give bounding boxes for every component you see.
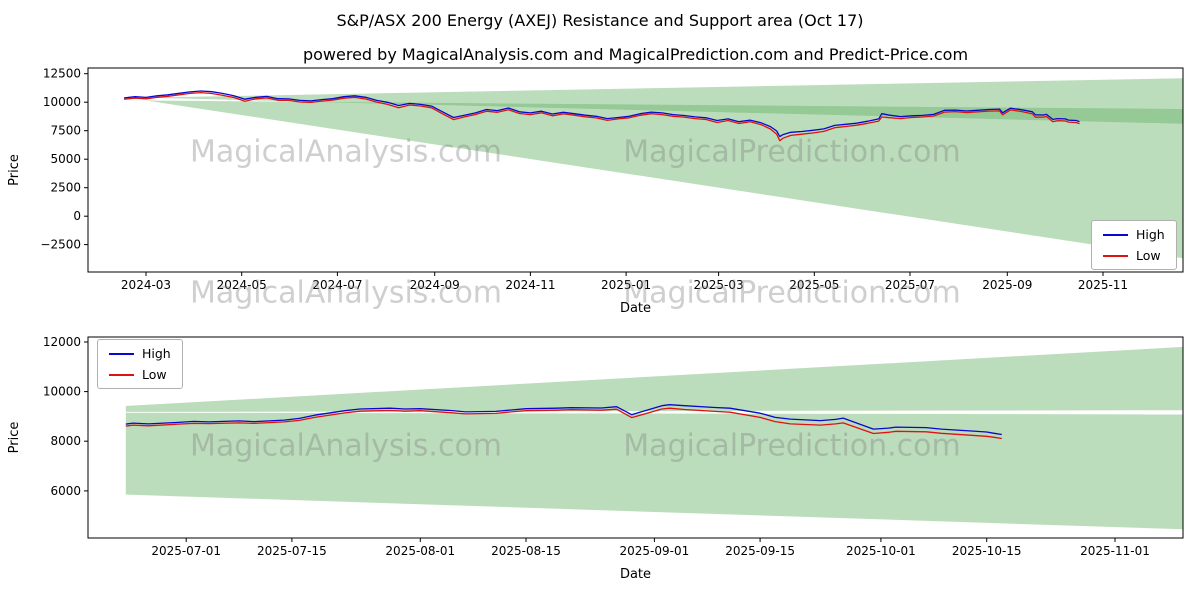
legend-entry-high: High	[1103, 227, 1165, 242]
x-tick-label: 2024-05	[217, 278, 267, 292]
x-tick-label: 2024-07	[312, 278, 362, 292]
x-tick-label: 2025-10-01	[846, 544, 916, 558]
legend-entry-high: High	[109, 346, 171, 361]
y-tick-label: 10000	[43, 385, 81, 399]
legend-entry-low: Low	[109, 367, 171, 382]
resistance-area	[146, 78, 1183, 124]
x-tick-label: 2025-11	[1078, 278, 1128, 292]
x-tick-label: 2025-01	[601, 278, 651, 292]
x-tick-label: 2024-09	[410, 278, 460, 292]
plot-border	[87, 336, 1184, 539]
y-tick-label: 7500	[50, 124, 81, 138]
support-area	[125, 412, 1183, 530]
y-tick-label: 2500	[50, 181, 81, 195]
x-tick-label: 2024-11	[505, 278, 555, 292]
legend-label-high: High	[142, 346, 171, 361]
y-tick-label: 5000	[50, 152, 81, 166]
legend-bottom-chart: High Low	[97, 339, 183, 389]
x-axis-label: Date	[620, 301, 651, 316]
x-tick-label: 2025-07	[885, 278, 935, 292]
top-price-chart: 2024-03 2024-05 2024-07 2024-09 2024-11 2025-…	[7, 67, 1184, 316]
powered-by-subtitle: powered by MagicalAnalysis.com and Magic…	[302, 45, 969, 64]
y-tick-label: 6000	[50, 484, 81, 498]
high-line-swatch	[1103, 233, 1128, 236]
x-tick-label: 2025-07-01	[151, 544, 221, 558]
x-tick-label: 2025-05	[789, 278, 839, 292]
low-line-swatch	[1103, 254, 1128, 257]
x-tick-label: 2025-09-15	[725, 544, 795, 558]
y-axis-label: Price	[7, 154, 22, 186]
y-tick-label: 10000	[43, 95, 81, 109]
y-tick-label: 12000	[43, 335, 81, 349]
y-tick-label: 12500	[43, 67, 81, 81]
resistance-area	[125, 346, 1183, 412]
support-area	[146, 100, 1183, 259]
y-tick-label: 0	[73, 209, 81, 223]
x-axis-label: Date	[620, 567, 651, 582]
y-axis-label: Price	[7, 422, 22, 454]
legend-entry-low: Low	[1103, 248, 1165, 263]
legend-label-high: High	[1136, 227, 1165, 242]
bottom-price-chart: 2025-07-01 2025-07-15 2025-08-01 2025-08-15…	[7, 335, 1184, 582]
x-tick-label: 2025-08-01	[385, 544, 455, 558]
plot-border	[87, 67, 1184, 273]
legend-label-low: Low	[1136, 248, 1161, 263]
low-line	[124, 91, 1080, 142]
page-title: S&P/ASX 200 Energy (AXEJ) Resistance and…	[336, 11, 864, 30]
high-line-swatch	[109, 352, 134, 355]
x-tick-label: 2025-10-15	[952, 544, 1022, 558]
x-tick-label: 2025-08-15	[491, 544, 561, 558]
x-tick-label: 2025-09-01	[620, 544, 690, 558]
high-line	[125, 404, 1002, 436]
x-tick-label: 2024-03	[121, 278, 171, 292]
x-tick-label: 2025-07-15	[257, 544, 327, 558]
low-line-swatch	[109, 373, 134, 376]
x-tick-label: 2025-09	[982, 278, 1032, 292]
x-tick-label: 2025-03	[694, 278, 744, 292]
y-tick-label: 8000	[50, 434, 81, 448]
low-line	[125, 407, 1002, 440]
x-tick-label: 2025-11-01	[1080, 544, 1150, 558]
high-line	[124, 90, 1080, 138]
legend-label-low: Low	[142, 367, 167, 382]
y-tick-label: −2500	[40, 238, 81, 252]
legend-top-chart: High Low	[1091, 220, 1177, 270]
